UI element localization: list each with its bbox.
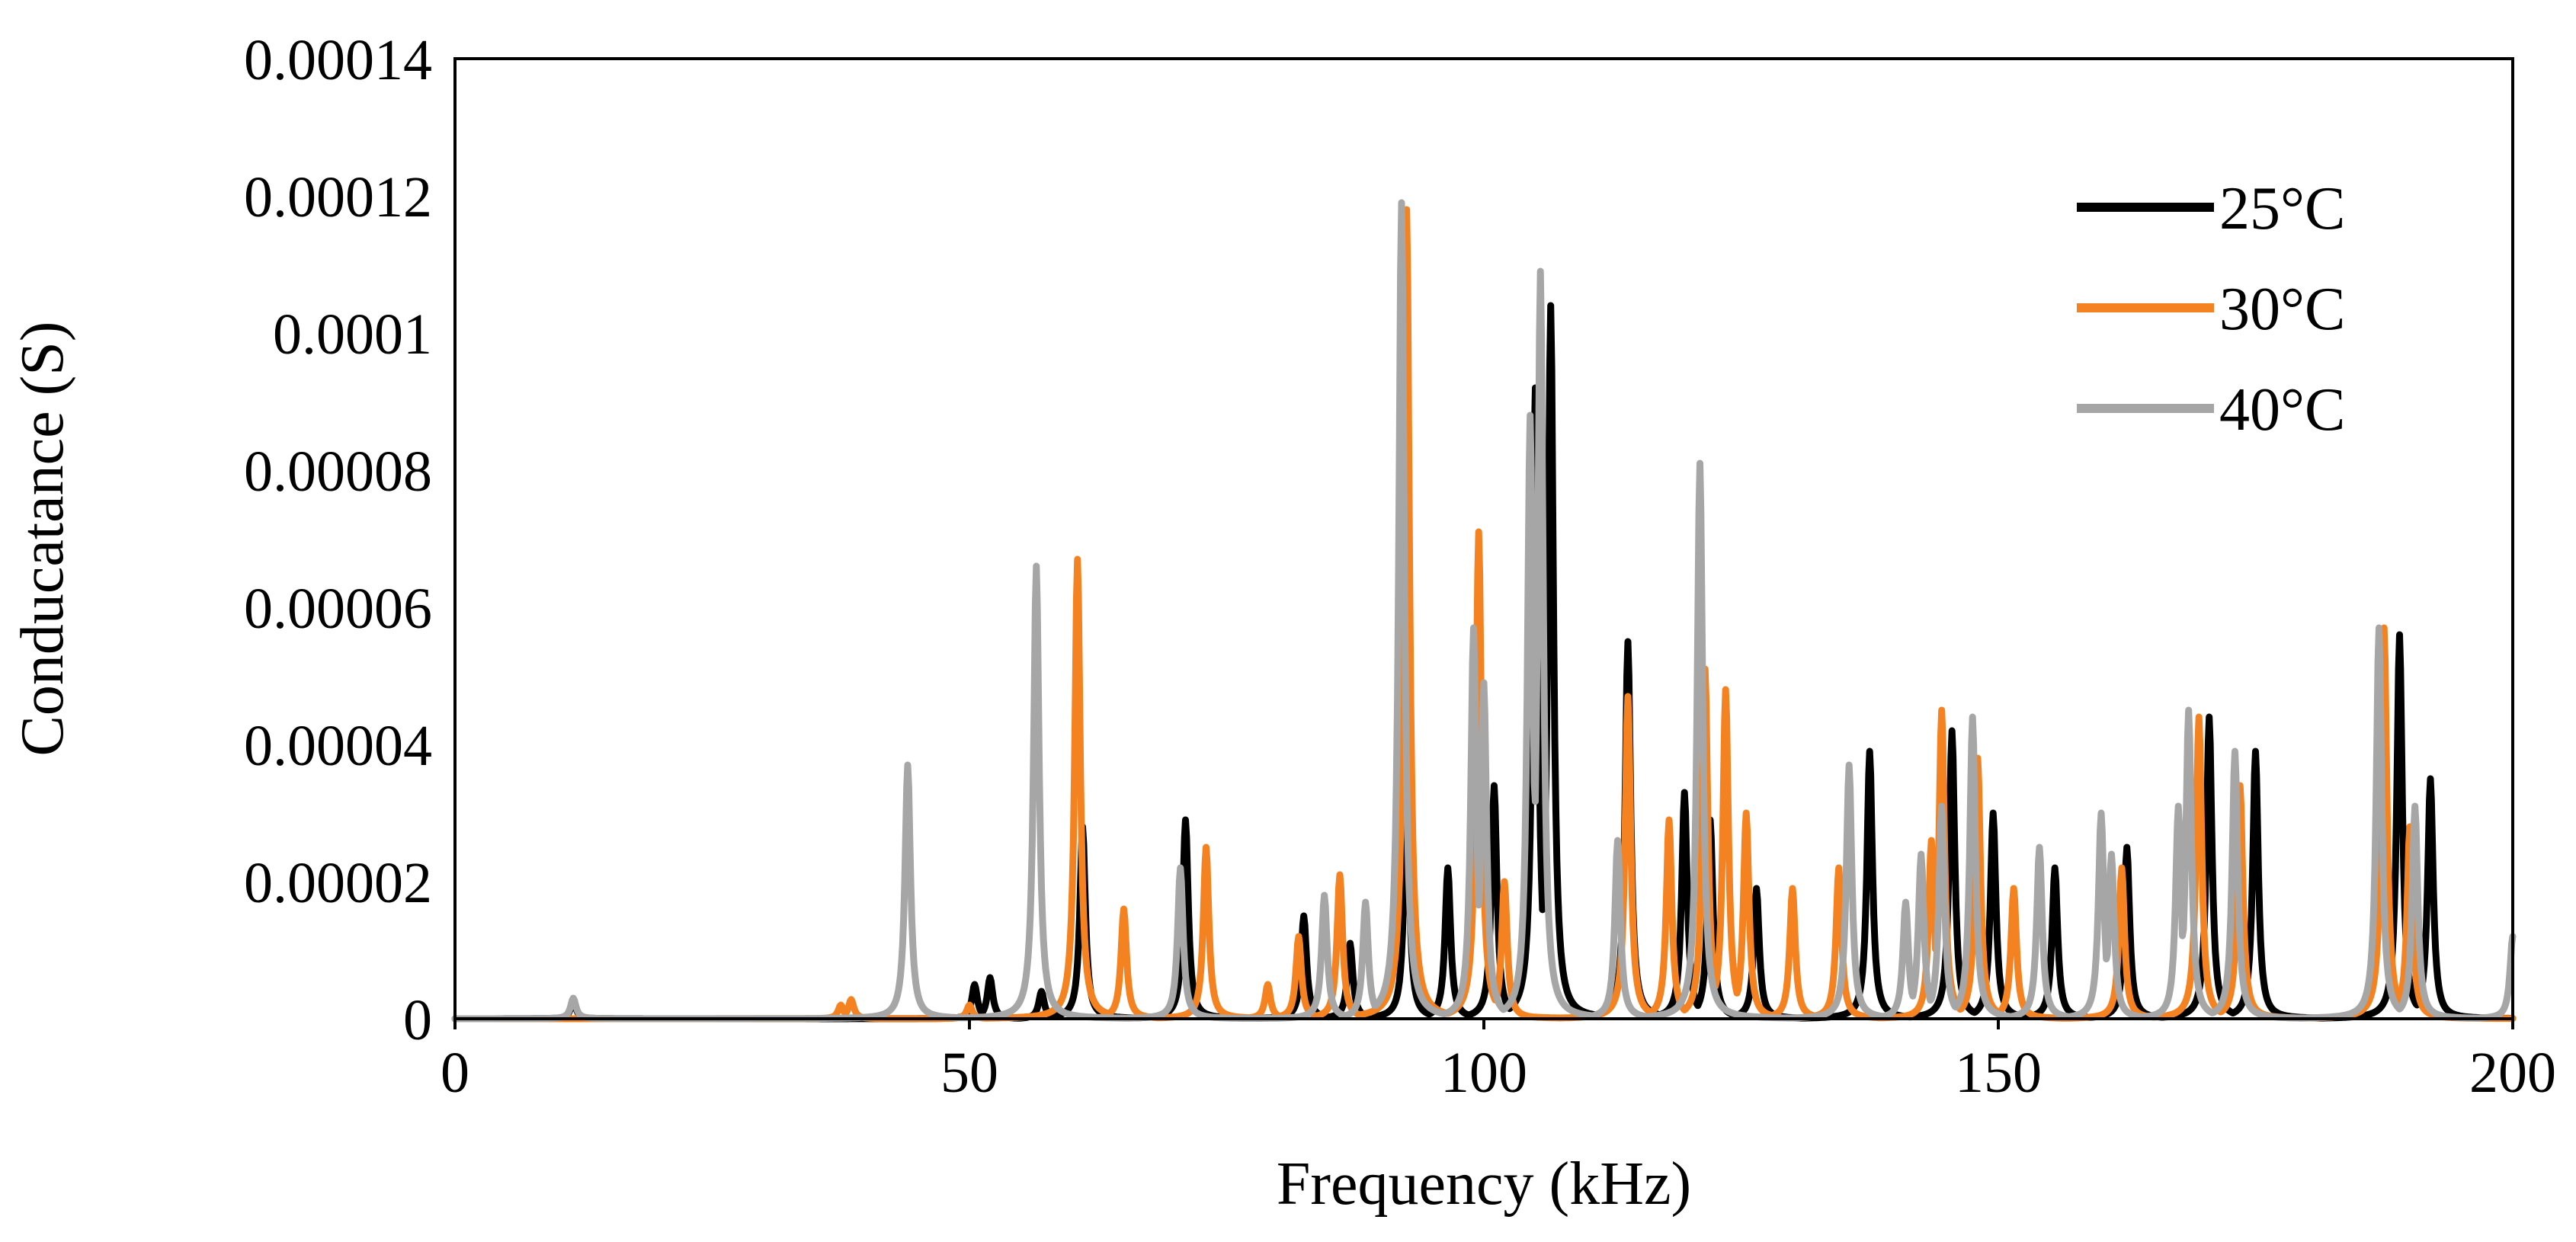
y-tick-label: 0.00008 xyxy=(244,440,432,504)
series-line-30c xyxy=(451,206,2517,1023)
x-tick-label: 50 xyxy=(940,1041,998,1105)
legend-label-40c: 40°C xyxy=(2219,376,2345,443)
y-tick-label: 0.00006 xyxy=(244,577,432,641)
legend-label-25c: 25°C xyxy=(2219,175,2345,242)
x-axis-title: Frequency (kHz) xyxy=(1277,1151,1691,1218)
x-axis-ticks: 0 50 100 150 200 xyxy=(441,1019,2556,1105)
x-tick-label: 100 xyxy=(1440,1041,1527,1105)
x-tick-label: 0 xyxy=(441,1041,469,1105)
y-tick-label: 0 xyxy=(403,988,432,1052)
y-axis-title: Conducatance (S) xyxy=(9,322,76,757)
x-tick-label: 200 xyxy=(2469,1041,2556,1105)
y-axis-ticks: 0 0.00002 0.00004 0.00006 0.00008 0.0001 0.000… xyxy=(244,28,432,1052)
y-tick-label: 0.00002 xyxy=(244,851,432,915)
y-tick-label: 0.0001 xyxy=(273,302,432,367)
x-tick-label: 150 xyxy=(1955,1041,2042,1105)
y-tick-label: 0.00012 xyxy=(244,165,432,229)
y-tick-label: 0.00004 xyxy=(244,714,432,778)
legend: 25°C 30°C 40°C xyxy=(2077,175,2345,443)
legend-label-30c: 30°C xyxy=(2219,276,2345,343)
series-layer xyxy=(451,199,2517,1023)
y-tick-label: 0.00014 xyxy=(244,28,432,92)
